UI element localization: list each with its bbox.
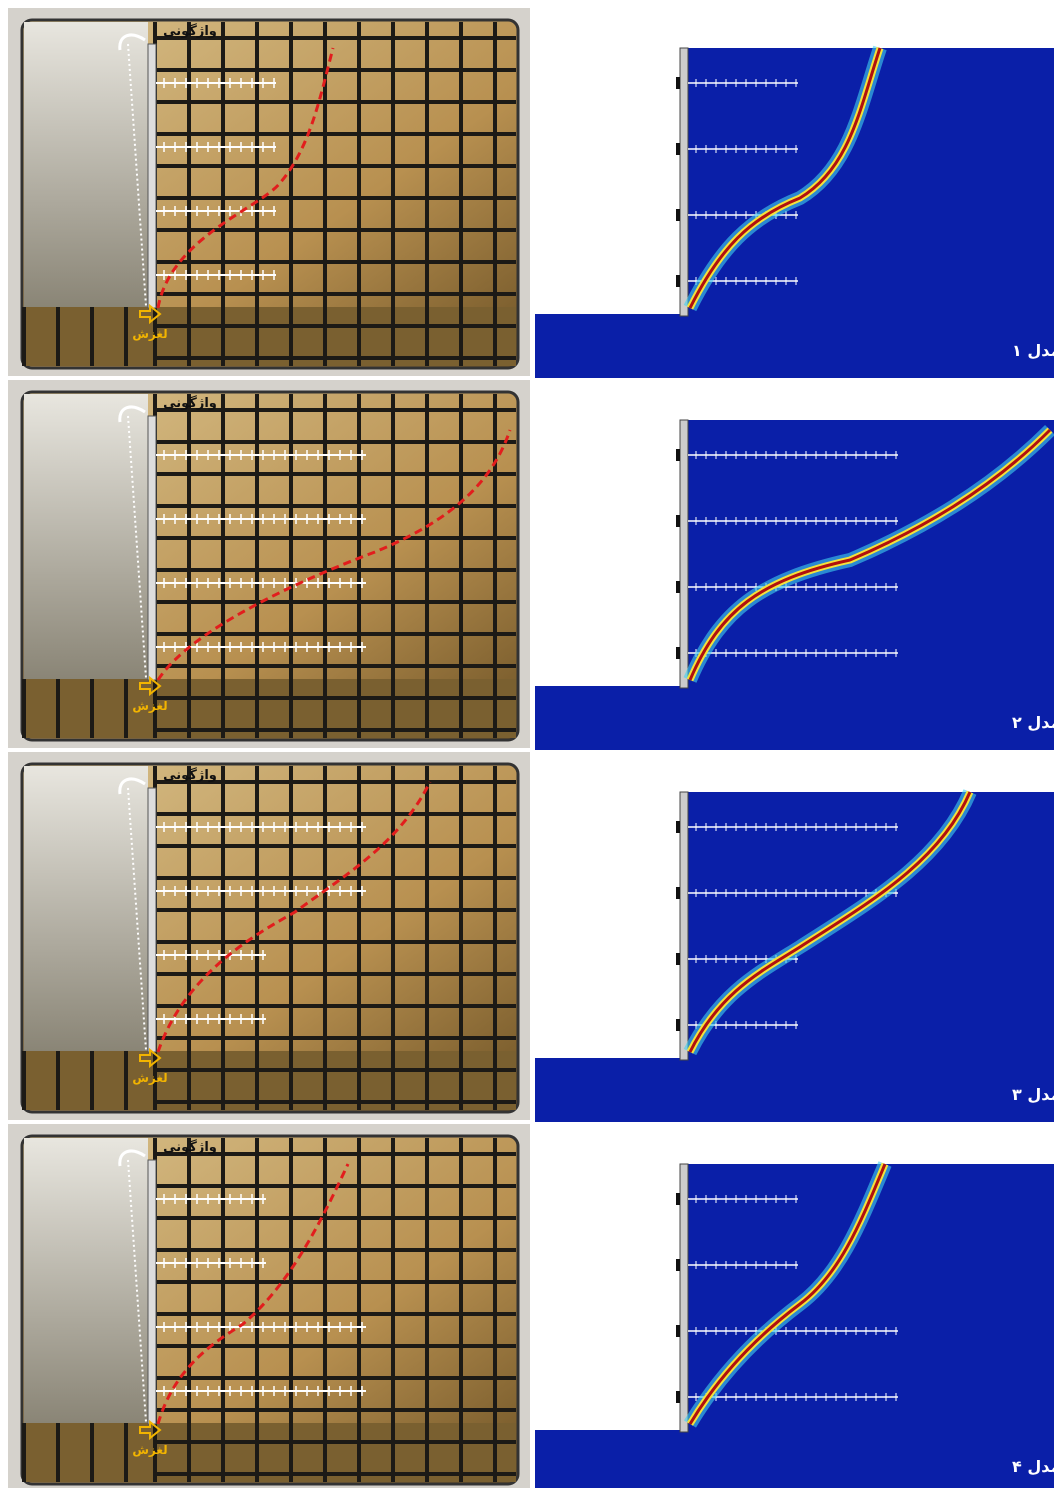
model-row: واژگونی لغزش مدل ۴: [8, 1124, 1054, 1488]
wall-side: [24, 766, 148, 1051]
sim-wall: [679, 419, 689, 689]
wall-tilt: [127, 415, 147, 679]
sim-anchor-head: [676, 209, 680, 221]
overturn-label: واژگونی: [163, 395, 217, 411]
failure-curve: [156, 1163, 350, 1425]
slide-label: لغزش: [132, 1071, 167, 1085]
wall-side: [24, 394, 148, 679]
sim-anchor-head: [676, 1259, 680, 1271]
sim-wall: [679, 47, 689, 317]
sim-anchor-head: [676, 449, 680, 461]
wall-side: [24, 1138, 148, 1423]
sim-anchor-head: [676, 1193, 680, 1205]
slide-label: لغزش: [132, 1443, 167, 1457]
failure-curve: [156, 781, 432, 1053]
sim-base: [535, 314, 688, 378]
model-row: واژگونی لغزش مدل ۲: [8, 380, 1054, 750]
overturn-arrow: [118, 777, 146, 795]
wall: [147, 415, 157, 681]
sim-base: [535, 1058, 688, 1122]
sim-anchor-head: [676, 77, 680, 89]
slide-arrow: [139, 303, 162, 325]
shear-band: [688, 428, 1052, 681]
overturn-label: واژگونی: [163, 23, 217, 39]
sim-anchor-head: [676, 953, 680, 965]
model-label: مدل ۴: [1012, 1457, 1054, 1476]
sim-wall: [679, 791, 689, 1061]
wall: [147, 787, 157, 1053]
wall-tilt: [127, 43, 147, 307]
sim-anchor-head: [676, 581, 680, 593]
model-label: مدل ۲: [1012, 713, 1054, 732]
model-label: مدل ۳: [1012, 1085, 1054, 1104]
wall-tilt: [127, 787, 147, 1051]
sim-soil: [688, 1164, 1054, 1488]
sim-anchor-head: [676, 143, 680, 155]
sim-anchor-head: [676, 515, 680, 527]
wall-tilt: [127, 1159, 147, 1423]
sim-anchor-head: [676, 1325, 680, 1337]
sim-base: [535, 1430, 688, 1488]
overturn-arrow: [118, 33, 146, 51]
sim-soil: [688, 48, 1054, 378]
wall: [147, 43, 157, 309]
slide-label: لغزش: [132, 699, 167, 713]
overturn-arrow: [118, 1149, 146, 1167]
slide-label: لغزش: [132, 327, 167, 341]
sim-wall: [679, 1163, 689, 1433]
failure-curve: [156, 47, 335, 309]
overturn-label: واژگونی: [163, 767, 217, 783]
sim-soil: [688, 792, 1054, 1122]
model-row: واژگونی لغزش مدل ۳: [8, 752, 1054, 1122]
sim-anchor-head: [676, 275, 680, 287]
shear-band: [688, 47, 882, 309]
shear-band: [688, 1163, 887, 1425]
sim-base: [535, 686, 688, 750]
model-label: مدل ۱: [1012, 341, 1054, 360]
sim-anchor-head: [676, 647, 680, 659]
sim-anchor-head: [676, 1019, 680, 1031]
sim-anchor-head: [676, 1391, 680, 1403]
overturn-arrow: [118, 405, 146, 423]
sim-anchor-head: [676, 887, 680, 899]
wall-side: [24, 22, 148, 307]
overturn-label: واژگونی: [163, 1139, 217, 1155]
model-row: واژگونی لغزش مدل ۱: [8, 8, 1054, 378]
slide-arrow: [139, 1419, 162, 1441]
wall: [147, 1159, 157, 1425]
shear-band: [688, 791, 972, 1053]
slide-arrow: [139, 1047, 162, 1069]
slide-arrow: [139, 675, 162, 697]
failure-curve: [156, 429, 512, 681]
sim-anchor-head: [676, 821, 680, 833]
